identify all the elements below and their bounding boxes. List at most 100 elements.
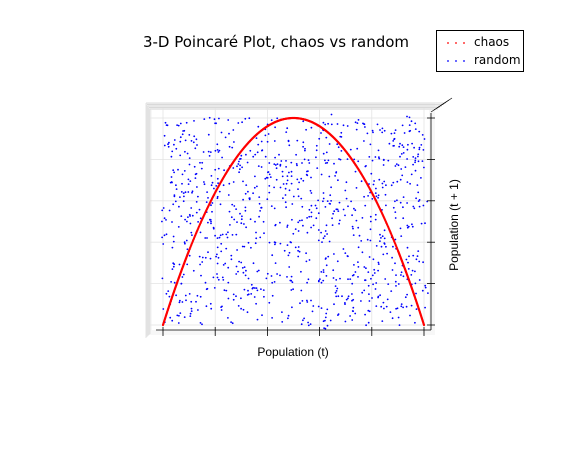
random-point bbox=[244, 209, 247, 212]
random-point bbox=[368, 156, 371, 158]
random-point bbox=[381, 127, 384, 130]
random-point bbox=[266, 177, 269, 179]
random-point bbox=[396, 180, 399, 183]
random-point bbox=[281, 321, 284, 323]
random-point bbox=[198, 208, 201, 211]
random-point bbox=[181, 182, 183, 185]
random-point bbox=[216, 273, 218, 275]
random-point bbox=[392, 145, 395, 147]
random-point bbox=[375, 282, 378, 284]
random-point bbox=[209, 257, 212, 260]
random-point bbox=[404, 296, 407, 299]
random-point bbox=[241, 245, 244, 248]
random-point bbox=[394, 238, 397, 241]
random-point bbox=[388, 142, 391, 145]
random-point bbox=[302, 145, 304, 148]
random-point bbox=[192, 141, 195, 144]
random-point bbox=[205, 305, 208, 308]
random-point bbox=[256, 151, 259, 154]
random-point bbox=[367, 271, 370, 273]
random-point bbox=[254, 153, 257, 156]
random-point bbox=[360, 240, 363, 242]
random-point bbox=[380, 305, 383, 308]
legend-marker-chaos bbox=[447, 42, 465, 44]
random-point bbox=[227, 194, 230, 196]
random-point bbox=[310, 192, 313, 194]
random-point bbox=[196, 186, 198, 188]
random-point bbox=[369, 239, 372, 242]
random-point bbox=[328, 143, 331, 145]
random-point bbox=[241, 121, 244, 124]
random-series bbox=[161, 113, 429, 330]
random-point bbox=[324, 159, 326, 162]
axis-ticks bbox=[156, 97, 453, 336]
random-point bbox=[294, 246, 297, 249]
random-point bbox=[179, 154, 182, 157]
random-point bbox=[190, 207, 193, 209]
random-point bbox=[165, 292, 168, 295]
random-point bbox=[216, 143, 219, 146]
random-point bbox=[315, 217, 318, 220]
random-point bbox=[260, 140, 263, 143]
random-point bbox=[335, 290, 338, 292]
random-point bbox=[186, 152, 189, 155]
random-point bbox=[390, 184, 393, 187]
random-point bbox=[268, 173, 271, 176]
random-point bbox=[337, 295, 340, 298]
random-point bbox=[317, 199, 319, 202]
random-point bbox=[322, 271, 325, 273]
random-point bbox=[186, 220, 188, 223]
random-point bbox=[161, 277, 164, 280]
random-point bbox=[177, 322, 180, 324]
random-point bbox=[385, 245, 387, 248]
random-point bbox=[344, 252, 347, 255]
random-point bbox=[193, 120, 195, 122]
random-point bbox=[400, 274, 402, 276]
random-point bbox=[268, 241, 271, 244]
random-point bbox=[255, 137, 258, 140]
random-point bbox=[199, 263, 202, 266]
random-point bbox=[270, 205, 273, 208]
random-point bbox=[318, 279, 320, 282]
legend-marker-random bbox=[447, 60, 465, 62]
random-point bbox=[414, 161, 416, 164]
random-point bbox=[238, 160, 240, 163]
random-point bbox=[353, 264, 355, 266]
random-point bbox=[216, 177, 219, 180]
random-point bbox=[171, 181, 173, 184]
random-point bbox=[394, 200, 396, 203]
random-point bbox=[315, 149, 318, 152]
random-point bbox=[320, 132, 322, 134]
random-point bbox=[305, 173, 308, 176]
random-point bbox=[281, 170, 284, 173]
random-point bbox=[161, 236, 164, 239]
random-point bbox=[390, 132, 393, 135]
random-point bbox=[218, 117, 220, 120]
random-point bbox=[266, 198, 269, 201]
random-point bbox=[381, 182, 384, 185]
random-point bbox=[347, 297, 349, 300]
random-point bbox=[338, 222, 340, 225]
random-point bbox=[178, 205, 180, 208]
random-point bbox=[297, 249, 299, 252]
random-point bbox=[380, 245, 383, 248]
random-point bbox=[183, 195, 185, 198]
random-point bbox=[310, 211, 313, 214]
random-point bbox=[398, 324, 401, 326]
random-point bbox=[177, 226, 180, 228]
random-point bbox=[414, 321, 416, 324]
random-point bbox=[364, 279, 367, 282]
random-point bbox=[317, 229, 320, 231]
random-point bbox=[249, 149, 252, 152]
random-point bbox=[413, 146, 415, 149]
random-point bbox=[314, 204, 317, 207]
random-point bbox=[211, 210, 213, 213]
random-point bbox=[238, 260, 241, 263]
random-point bbox=[161, 209, 164, 212]
random-point bbox=[165, 233, 168, 236]
random-point bbox=[371, 129, 374, 132]
random-point bbox=[217, 278, 220, 281]
random-point bbox=[342, 208, 345, 211]
random-point bbox=[264, 177, 267, 180]
random-point bbox=[395, 285, 397, 287]
